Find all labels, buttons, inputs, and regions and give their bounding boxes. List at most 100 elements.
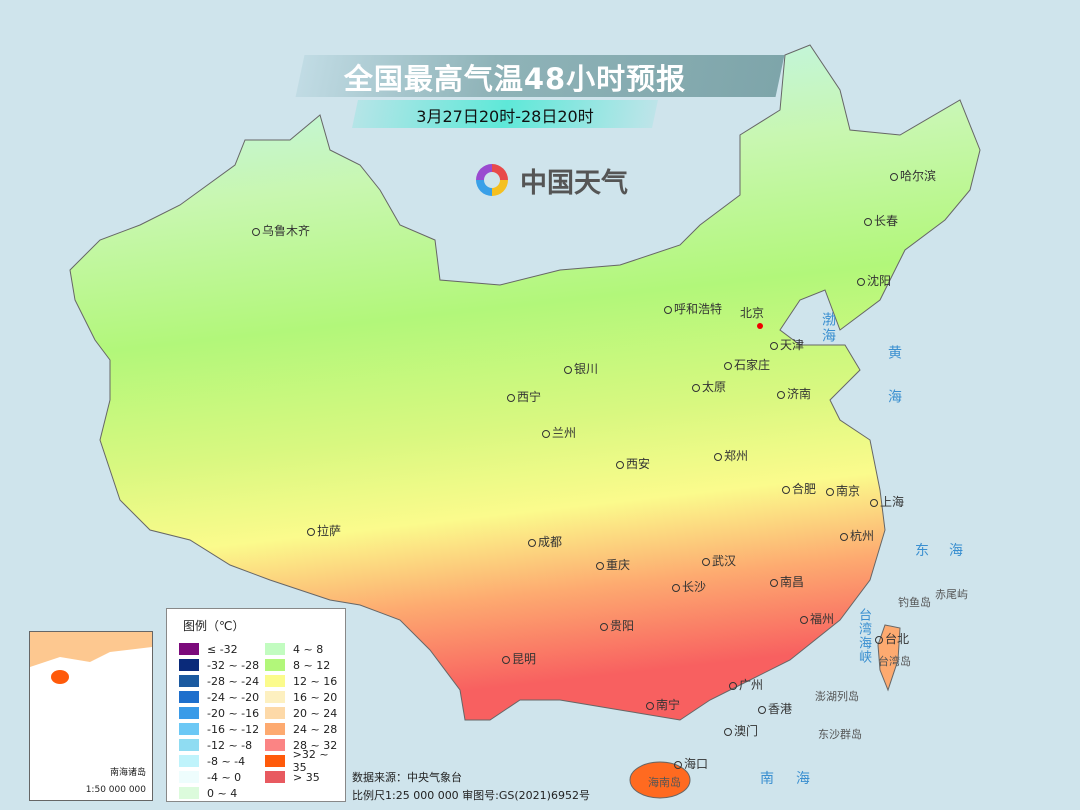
city-label: 海口	[684, 757, 709, 771]
legend-item: ≤ -32	[179, 641, 259, 657]
legend-label: 20 ~ 24	[293, 706, 338, 720]
legend-swatch	[265, 643, 285, 655]
legend-item: -16 ~ -12	[179, 721, 259, 737]
legend-label: 28 ~ 32	[293, 738, 338, 752]
city-label: 兰州	[552, 426, 577, 440]
city-dot-icon	[875, 635, 883, 644]
legend-item: > 35	[265, 769, 345, 785]
data-source: 数据来源：中央气象台	[352, 771, 462, 784]
island-penghu: 澎湖列岛	[815, 690, 859, 703]
city-label: 成都	[538, 535, 563, 549]
city-marker: 广州	[727, 676, 763, 693]
logo-text: 中国天气	[520, 167, 628, 199]
city-marker: 福州	[798, 610, 834, 627]
city-marker: 上海	[868, 493, 904, 510]
city-label: 广州	[739, 678, 764, 692]
city-label: 昆明	[512, 652, 537, 666]
city-dot-icon	[782, 485, 790, 494]
city-label: 合肥	[792, 482, 817, 496]
city-marker: 石家庄	[722, 356, 770, 373]
city-marker: 杭州	[838, 527, 874, 544]
city-label: 郑州	[724, 449, 749, 463]
city-dot-icon	[864, 217, 872, 226]
city-label: 重庆	[606, 558, 631, 572]
legend-label: 24 ~ 28	[293, 722, 338, 736]
sea-label-bohai: 渤海	[820, 312, 836, 344]
city-label: 哈尔滨	[900, 169, 937, 183]
city-label: 台北	[885, 632, 910, 646]
city-label: 贵阳	[610, 619, 635, 633]
taiwan-island	[877, 624, 901, 692]
city-label: 武汉	[712, 554, 737, 568]
city-dot-icon	[502, 655, 510, 664]
legend-swatch	[179, 707, 199, 719]
city-marker: 香港	[756, 700, 792, 717]
city-dot-icon	[857, 277, 865, 286]
city-marker: 长沙	[670, 578, 706, 595]
city-marker: 贵阳	[598, 617, 634, 634]
sea-label-donghai: 东海	[915, 543, 983, 559]
legend-swatch	[179, 755, 199, 767]
legend-label: -32 ~ -28	[207, 658, 260, 672]
legend-item: 24 ~ 28	[265, 721, 345, 737]
island-diaoyu: 钓鱼岛	[898, 596, 931, 609]
city-label: 北京	[740, 306, 765, 320]
city-label: 拉萨	[317, 524, 342, 538]
city-dot-icon	[724, 727, 732, 736]
city-label: 银川	[574, 362, 599, 376]
island-dongsha: 东沙群岛	[818, 728, 862, 741]
legend: 图例（℃） ≤ -32 -32 ~ -28 -28 ~ -24 -24 ~ -20 -2…	[166, 608, 346, 802]
south-china-sea-inset: 南海诸岛 1:50 000 000	[29, 631, 153, 801]
city-marker: 昆明	[500, 650, 536, 667]
legend-swatch	[265, 691, 285, 703]
city-marker: 哈尔滨	[888, 167, 936, 184]
city-marker: 海口	[672, 755, 708, 772]
legend-swatch	[179, 787, 199, 799]
legend-item: 12 ~ 16	[265, 673, 345, 689]
legend-swatch	[179, 771, 199, 783]
city-dot-icon	[252, 227, 260, 236]
legend-swatch	[179, 739, 199, 751]
inset-scale: 1:50 000 000	[85, 785, 146, 795]
legend-swatch	[265, 675, 285, 687]
legend-label: 8 ~ 12	[293, 658, 331, 672]
city-beijing: 北京	[740, 304, 764, 321]
city-dot-icon	[528, 538, 536, 547]
legend-swatch	[179, 723, 199, 735]
scale-and-approval: 比例尺1:25 000 000 审图号:GS(2021)6952号	[352, 789, 590, 802]
legend-swatch	[265, 707, 285, 719]
city-dot-icon	[600, 622, 608, 631]
city-marker: 南京	[824, 482, 860, 499]
legend-swatch	[265, 739, 285, 751]
inset-map	[30, 632, 152, 684]
city-marker: 济南	[775, 385, 811, 402]
legend-label: 4 ~ 8	[293, 642, 324, 656]
city-dot-icon	[307, 527, 315, 536]
legend-label: -4 ~ 0	[207, 770, 242, 784]
city-label: 沈阳	[867, 274, 892, 288]
city-dot-icon	[800, 615, 808, 624]
legend-swatch	[179, 659, 199, 671]
city-label: 南昌	[780, 575, 805, 589]
city-dot-icon	[777, 390, 785, 399]
city-label: 太原	[702, 380, 727, 394]
city-marker: 沈阳	[855, 272, 891, 289]
city-marker: 南昌	[768, 573, 804, 590]
inset-name: 南海诸岛	[109, 768, 146, 778]
city-marker: 澳门	[722, 722, 758, 739]
legend-label: -24 ~ -20	[207, 690, 260, 704]
sea-label-nanhai: 南海	[760, 771, 832, 787]
city-marker: 呼和浩特	[662, 300, 722, 317]
legend-item: -28 ~ -24	[179, 673, 259, 689]
city-marker: 拉萨	[305, 522, 341, 539]
legend-item: -32 ~ -28	[179, 657, 259, 673]
city-dot-icon	[674, 760, 682, 769]
city-label: 乌鲁木齐	[262, 224, 311, 238]
city-dot-icon	[616, 460, 624, 469]
legend-label: 12 ~ 16	[293, 674, 338, 688]
city-label: 呼和浩特	[674, 302, 723, 316]
city-marker: 成都	[526, 533, 562, 550]
legend-title: 图例（℃）	[183, 619, 245, 633]
city-label: 南宁	[656, 698, 681, 712]
